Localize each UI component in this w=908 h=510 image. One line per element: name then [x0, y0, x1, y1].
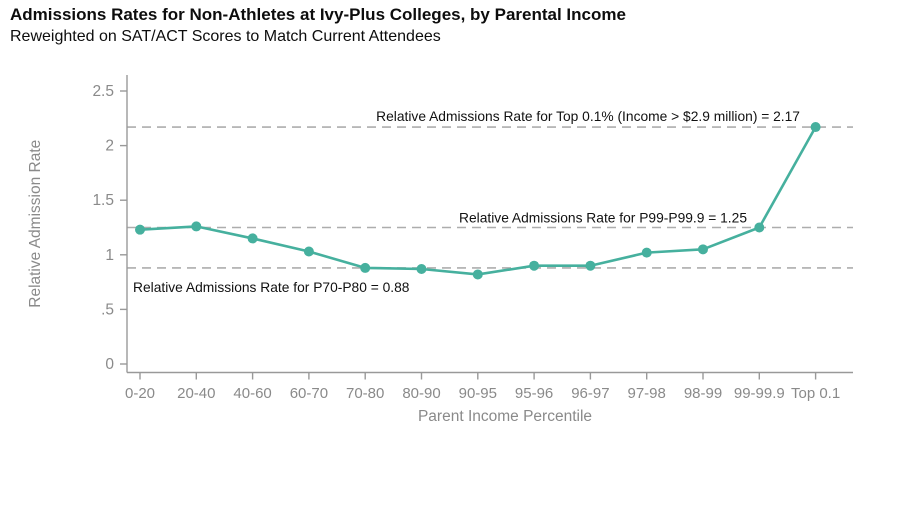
- x-tick-label: 0-20: [125, 385, 155, 402]
- y-tick-label: 1.5: [92, 192, 114, 209]
- x-tick-label: 20-40: [177, 385, 215, 402]
- reference-line-label: Relative Admissions Rate for Top 0.1% (I…: [376, 109, 800, 124]
- x-axis-title: Parent Income Percentile: [418, 408, 592, 425]
- reference-line-label: Relative Admissions Rate for P70-P80 = 0…: [133, 280, 410, 295]
- chart-title: Admissions Rates for Non-Athletes at Ivy…: [10, 5, 626, 24]
- data-point: [191, 221, 202, 232]
- data-point: [529, 260, 540, 271]
- y-axis-title: Relative Admission Rate: [27, 140, 44, 308]
- x-tick-label: 40-60: [233, 385, 271, 402]
- data-point: [472, 269, 483, 280]
- reference-line-label: Relative Admissions Rate for P99-P99.9 =…: [459, 211, 747, 226]
- data-point: [810, 122, 821, 133]
- data-point: [585, 260, 596, 271]
- x-tick-label: 70-80: [346, 385, 384, 402]
- chart-subtitle: Reweighted on SAT/ACT Scores to Match Cu…: [10, 28, 441, 45]
- data-line: [138, 125, 817, 276]
- x-tick-label: 80-90: [402, 385, 440, 402]
- x-tick-label: Top 0.1: [791, 385, 840, 402]
- y-tick-label: 2.5: [92, 83, 114, 100]
- data-point: [360, 262, 371, 273]
- x-tick-label: 98-99: [684, 385, 722, 402]
- x-tick-label: 60-70: [290, 385, 328, 402]
- data-point: [641, 247, 652, 258]
- x-tick-label: 97-98: [628, 385, 666, 402]
- data-point: [303, 246, 314, 257]
- x-tick-label: 96-97: [571, 385, 609, 402]
- y-tick-label: 0: [105, 356, 114, 373]
- y-tick-label: 1: [105, 247, 114, 264]
- x-tick-label: 95-96: [515, 385, 553, 402]
- y-tick-label: .5: [101, 301, 114, 318]
- data-point: [247, 233, 258, 244]
- x-tick-label: 90-95: [459, 385, 497, 402]
- data-point: [698, 244, 708, 255]
- x-tick-label: 99-99.9: [734, 385, 785, 402]
- data-point: [135, 224, 145, 235]
- data-point: [416, 263, 427, 274]
- y-tick-label: 2: [105, 138, 114, 155]
- data-point: [754, 222, 765, 233]
